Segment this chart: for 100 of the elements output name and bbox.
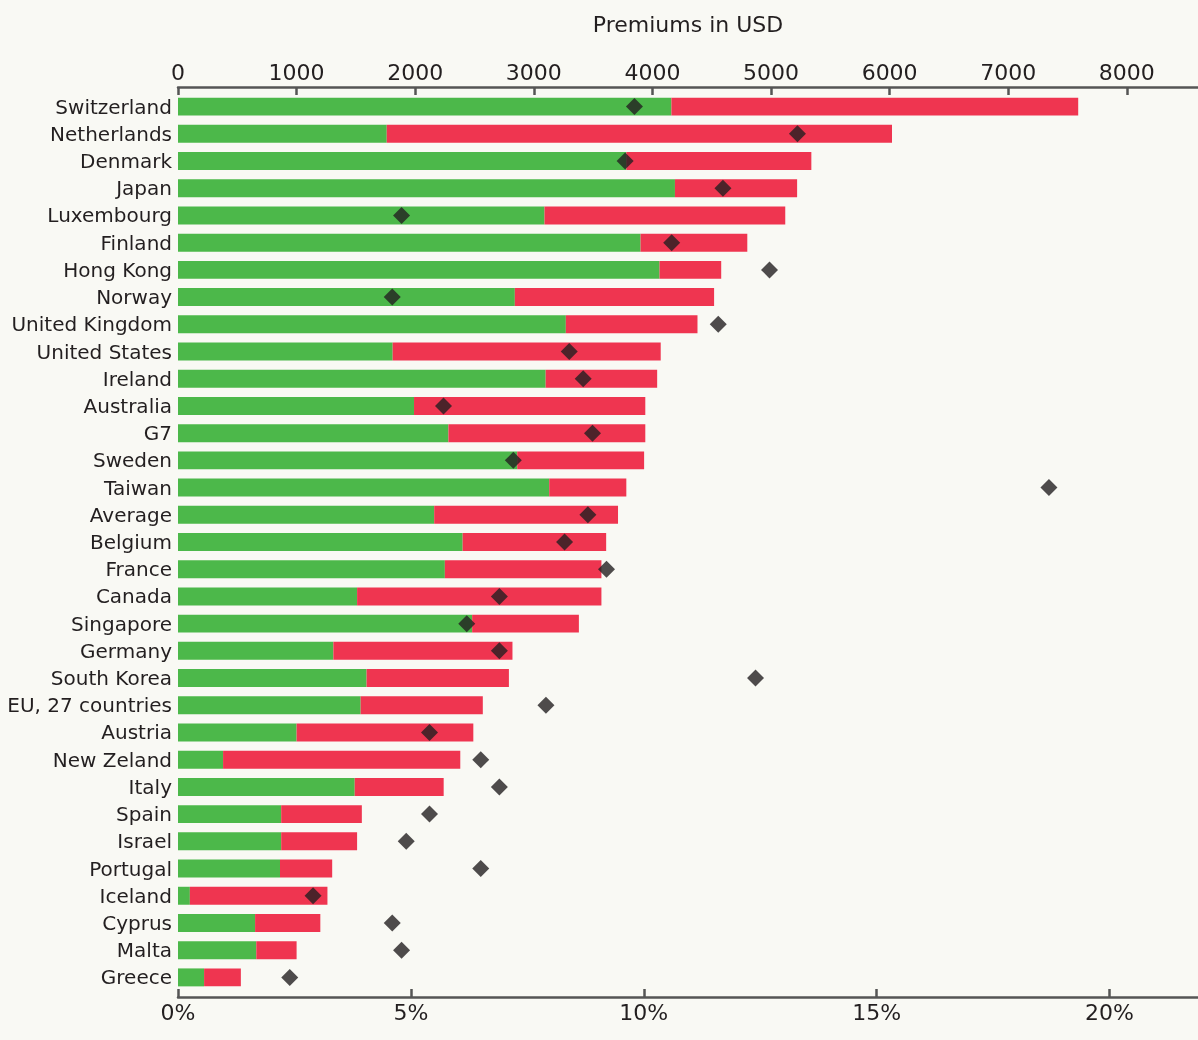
point	[304, 887, 322, 905]
bar	[255, 913, 321, 932]
bar	[178, 97, 672, 116]
point	[458, 615, 476, 633]
bar	[414, 396, 646, 415]
point	[714, 179, 732, 197]
bar	[178, 750, 224, 769]
bar	[448, 424, 646, 443]
y-tick-label: Average	[89, 502, 172, 527]
bar	[178, 424, 449, 443]
bar	[178, 614, 473, 633]
y-tick-label: Japan	[114, 176, 172, 201]
point	[434, 397, 452, 415]
bar	[281, 805, 362, 824]
x2-tick-label: 20%	[1085, 999, 1134, 1025]
y-tick-label: Iceland	[99, 883, 172, 908]
x-tick-label: 2000	[387, 59, 444, 85]
bar	[640, 233, 748, 252]
bar	[674, 179, 798, 198]
bar	[178, 533, 463, 551]
x-tick-label: 1000	[268, 59, 325, 85]
y-tick-label: Greece	[100, 965, 172, 990]
x-tick-label: 4000	[624, 59, 681, 85]
point	[574, 370, 592, 388]
y-tick-label: Spain	[116, 802, 172, 827]
x-tick-label: 7000	[980, 59, 1037, 85]
bar	[178, 505, 435, 524]
point	[560, 343, 578, 361]
bar	[178, 560, 445, 579]
point	[616, 152, 634, 170]
bar	[178, 859, 280, 878]
bar	[178, 886, 190, 905]
bar	[178, 587, 358, 606]
point	[472, 860, 490, 878]
y-tick-label: Netherlands	[50, 121, 172, 146]
bar	[296, 723, 474, 742]
x-tick-label: 6000	[861, 59, 918, 85]
y-tick-label: Italy	[128, 774, 173, 799]
bar	[360, 696, 483, 715]
bar	[178, 913, 256, 932]
bar	[472, 614, 579, 633]
bar	[626, 152, 812, 171]
bar	[178, 124, 387, 143]
bar	[178, 260, 660, 279]
bar	[392, 342, 661, 361]
point	[663, 234, 681, 252]
y-tick-label: United Kingdom	[11, 312, 172, 337]
point	[397, 832, 415, 850]
bar	[178, 696, 361, 715]
point	[421, 805, 439, 823]
y-tick-label: Taiwan	[102, 475, 172, 500]
bar	[565, 315, 698, 334]
point	[472, 751, 490, 769]
point	[761, 261, 779, 279]
point	[393, 941, 411, 959]
bar	[256, 941, 297, 960]
y-tick-label: Cyprus	[102, 910, 172, 935]
point	[383, 914, 401, 932]
bar	[178, 669, 367, 688]
x-tick-label: 8000	[1098, 59, 1155, 85]
bar	[545, 369, 658, 388]
bar	[178, 941, 257, 960]
point	[579, 506, 597, 524]
y-tick-label: Israel	[117, 829, 172, 854]
bar	[204, 968, 241, 987]
bar	[386, 124, 892, 143]
y-tick-label: Ireland	[102, 366, 172, 391]
y-tick-label: Norway	[96, 285, 173, 310]
bar	[280, 859, 333, 878]
y-tick-label: Sweden	[92, 448, 172, 473]
bar	[178, 805, 282, 824]
x-tick-label: 3000	[505, 59, 562, 85]
bar	[178, 478, 550, 497]
bar	[178, 179, 675, 198]
y-tick-label: Finland	[100, 230, 172, 255]
y-tick-label: Belgium	[90, 530, 172, 554]
bar	[178, 968, 205, 987]
bar	[549, 478, 627, 497]
point	[281, 968, 299, 986]
x2-tick-label: 0%	[160, 999, 196, 1025]
point	[709, 315, 727, 333]
point	[1040, 479, 1058, 497]
x-tick-label: 0	[171, 59, 185, 85]
bar	[434, 505, 619, 524]
y-tick-label: Malta	[116, 938, 172, 963]
y-tick-label: New Zeland	[52, 747, 172, 772]
bar	[517, 451, 645, 470]
bar	[178, 288, 515, 307]
point	[421, 723, 439, 741]
x2-tick-label: 5%	[393, 999, 429, 1025]
bar	[223, 750, 461, 769]
bar	[333, 641, 513, 660]
y-tick-label: Singapore	[71, 611, 172, 636]
point	[537, 696, 555, 714]
y-tick-label: Switzerland	[55, 94, 172, 119]
x-tick-label: 5000	[743, 59, 800, 85]
y-tick-label: EU, 27 countries	[7, 693, 172, 718]
bar	[178, 396, 415, 415]
bar	[514, 288, 715, 307]
bar	[281, 832, 358, 851]
